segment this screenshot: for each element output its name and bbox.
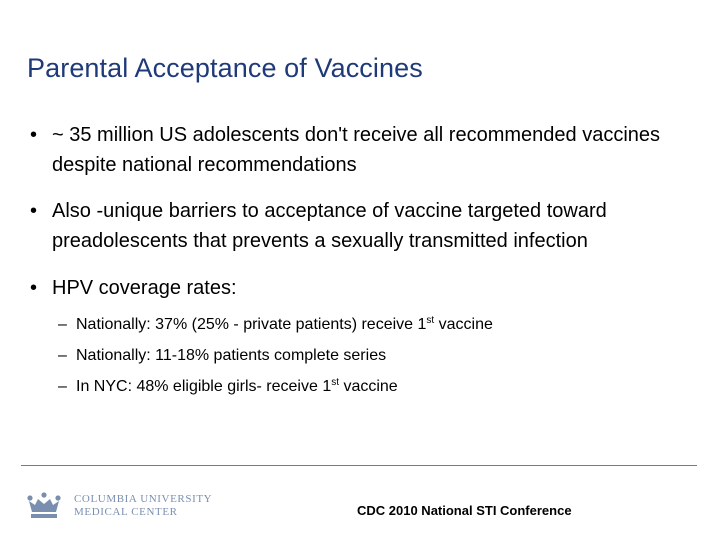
- conference-footer: CDC 2010 National STI Conference: [357, 503, 572, 518]
- bullet-item: • Also -unique barriers to acceptance of…: [30, 196, 700, 256]
- bullet-marker: •: [30, 124, 38, 146]
- columbia-logo: COLUMBIA UNIVERSITY MEDICAL CENTER: [26, 492, 212, 520]
- sub-bullet-list: – Nationally: 37% (25% - private patient…: [58, 309, 700, 402]
- bullet-list: • ~ 35 million US adolescents don't rece…: [30, 120, 700, 402]
- bullet-text: Also -unique barriers to acceptance of v…: [52, 200, 607, 252]
- sub-bullet-item: – Nationally: 11-18% patients complete s…: [58, 340, 700, 371]
- bullet-text: HPV coverage rates:: [52, 277, 237, 299]
- sub-bullet-item: – Nationally: 37% (25% - private patient…: [58, 309, 700, 340]
- logo-line-2: MEDICAL CENTER: [74, 506, 178, 518]
- bullet-item: • ~ 35 million US adolescents don't rece…: [30, 120, 700, 180]
- ordinal-suffix: st: [331, 377, 339, 388]
- sub-bullet-text: Nationally: 37% (25% - private patients)…: [76, 316, 427, 333]
- sub-bullet-item: – In NYC: 48% eligible girls- receive 1s…: [58, 371, 700, 402]
- bullet-marker: •: [30, 277, 38, 299]
- bullet-marker: •: [30, 200, 38, 222]
- logo-wordmark: COLUMBIA UNIVERSITY MEDICAL CENTER: [74, 493, 212, 519]
- sub-bullet-marker: –: [58, 378, 67, 395]
- crown-icon: [27, 492, 61, 518]
- sub-bullet-marker: –: [58, 316, 67, 333]
- bullet-item: • HPV coverage rates:: [30, 273, 700, 303]
- footer-divider: [21, 465, 697, 466]
- logo-line-1: COLUMBIA UNIVERSITY: [74, 493, 213, 505]
- ordinal-suffix: st: [426, 315, 435, 326]
- sub-bullet-marker: –: [58, 347, 67, 364]
- slide-title: Parental Acceptance of Vaccines: [27, 53, 423, 83]
- sub-bullet-text: Nationally: 11-18% patients complete ser…: [76, 347, 387, 364]
- bullet-text: ~ 35 million US adolescents don't receiv…: [52, 124, 661, 176]
- sub-bullet-text: In NYC: 48% eligible girls- receive 1: [76, 378, 332, 395]
- sub-bullet-text-end: vaccine: [434, 316, 493, 333]
- sub-bullet-text-end: vaccine: [339, 378, 398, 395]
